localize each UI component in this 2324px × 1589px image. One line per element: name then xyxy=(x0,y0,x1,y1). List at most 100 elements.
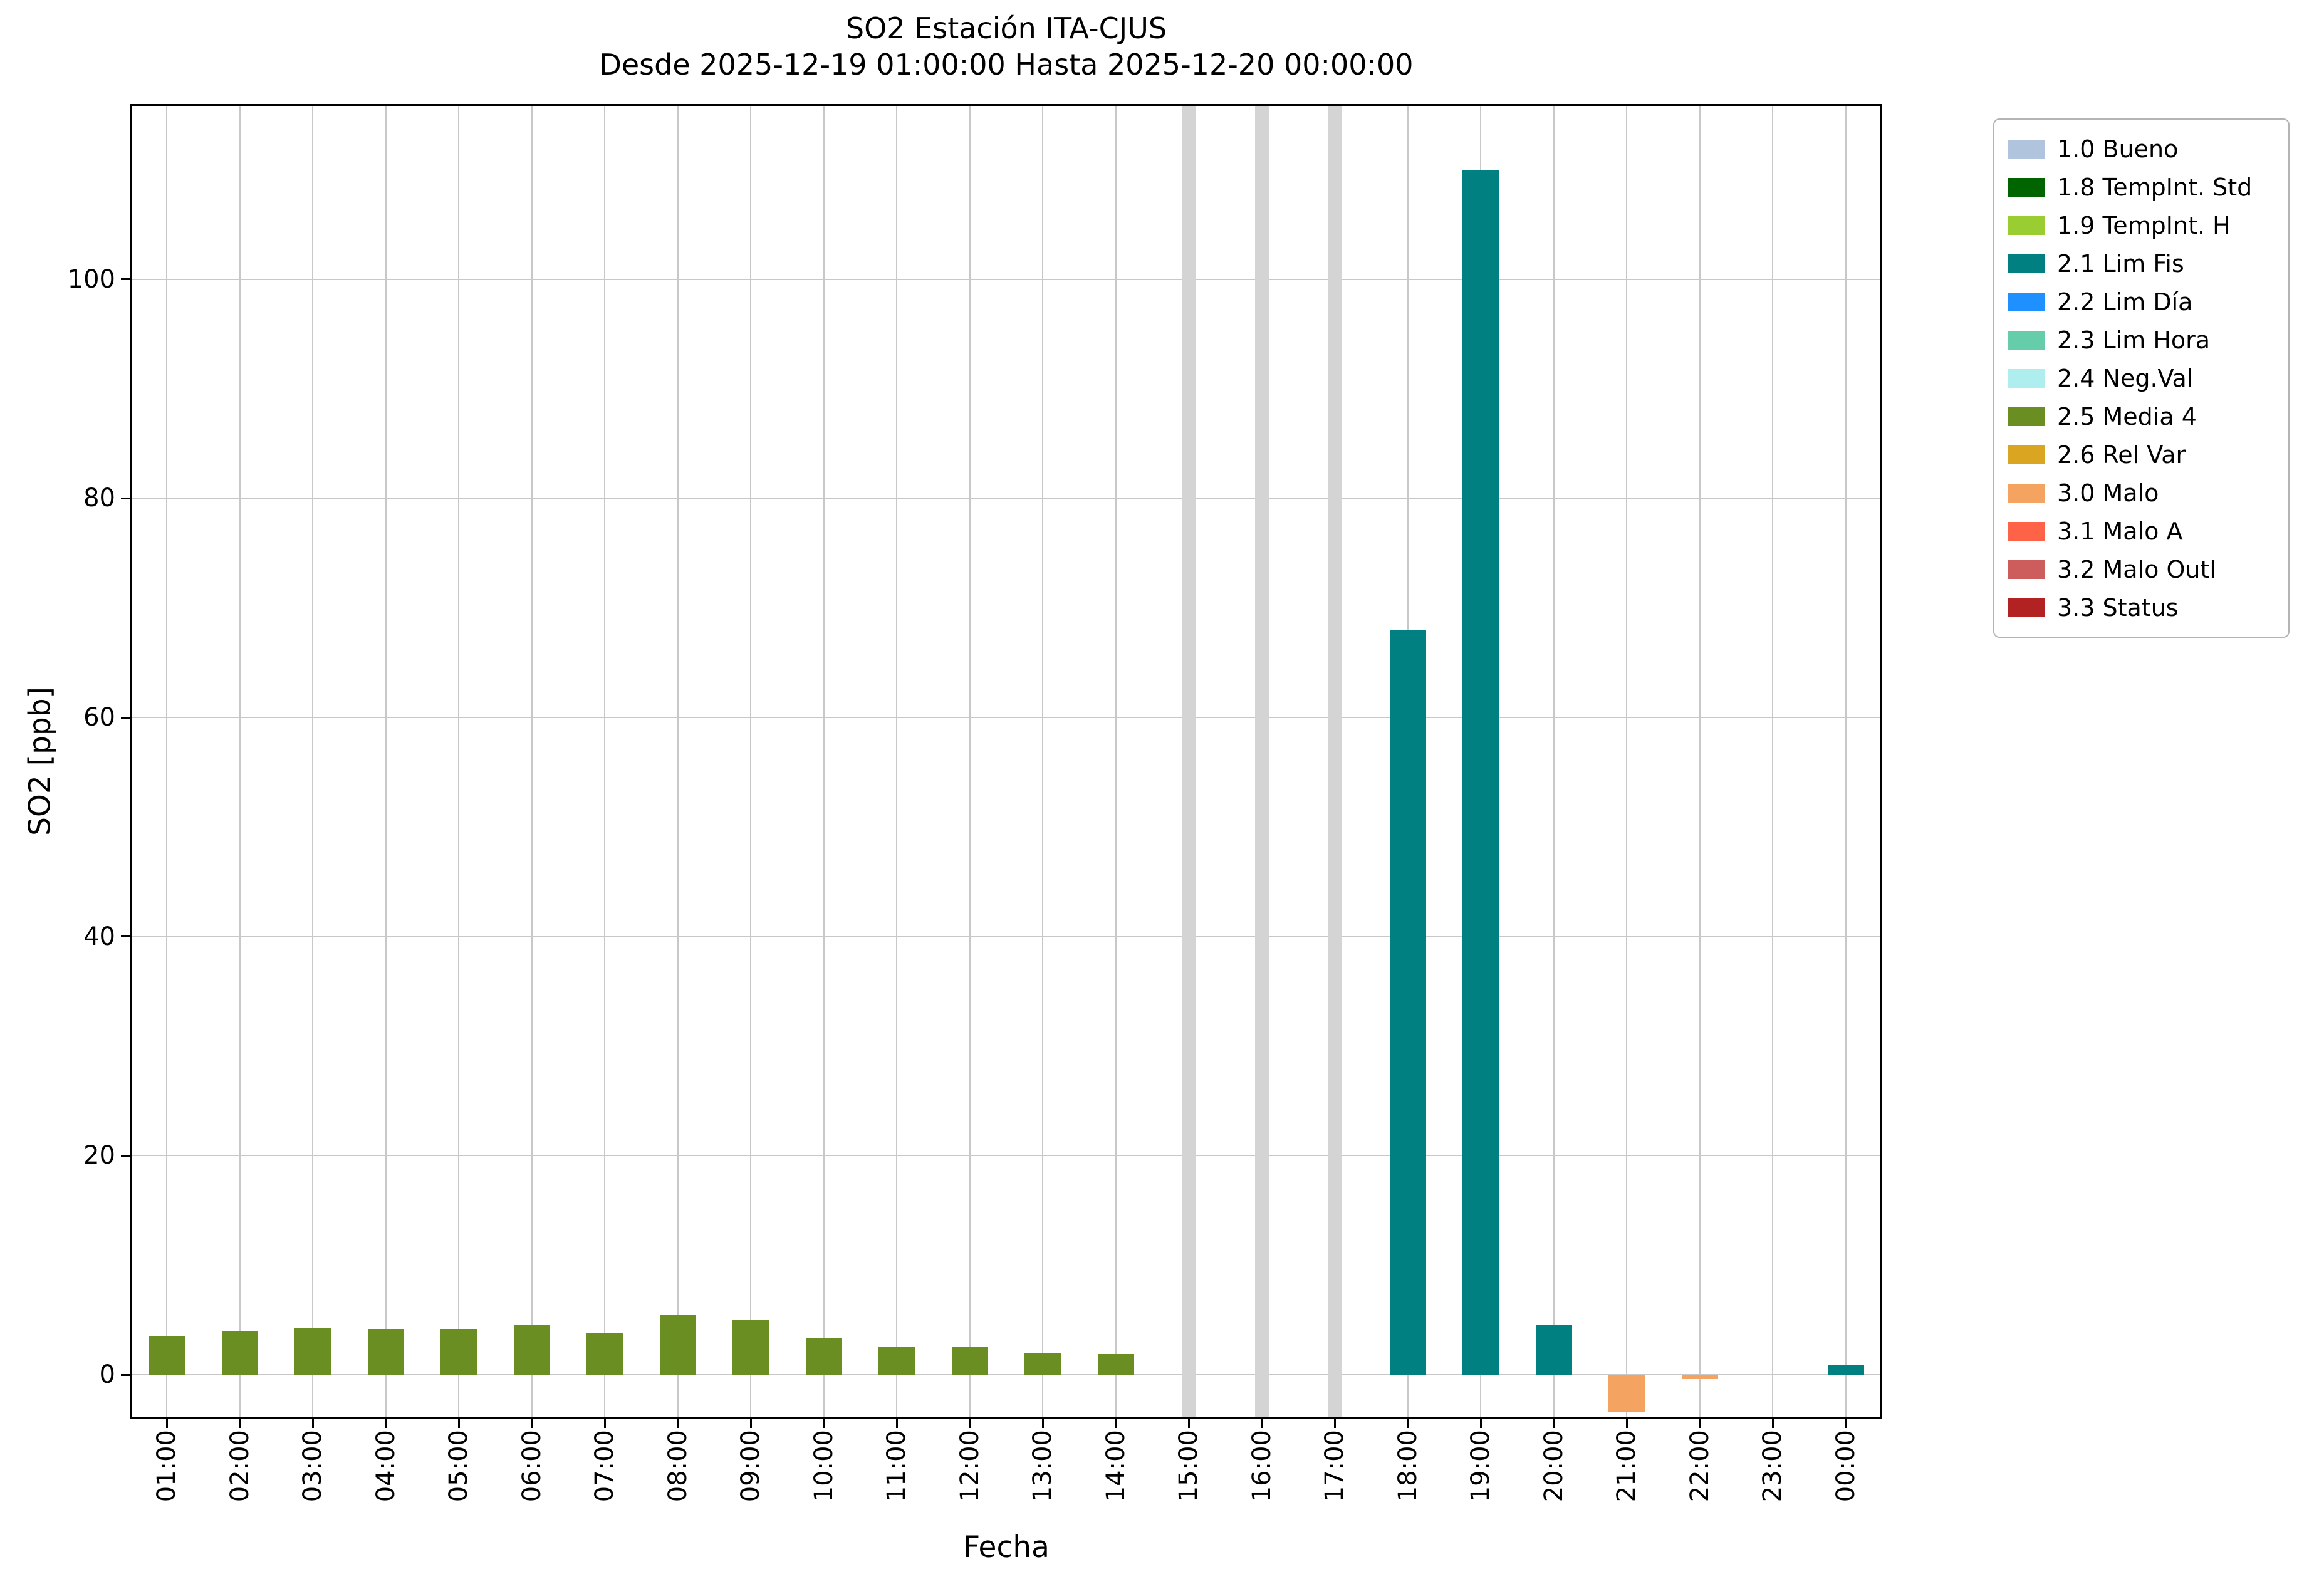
grid-line-vertical xyxy=(458,104,460,1419)
legend-swatch xyxy=(2008,216,2045,235)
bar xyxy=(732,1320,769,1375)
x-tick-mark xyxy=(239,1419,241,1428)
x-tick-label: 00:00 xyxy=(1831,1430,1860,1503)
x-tick-label: 16:00 xyxy=(1247,1430,1276,1503)
bar xyxy=(951,1346,988,1375)
legend-item-label: 2.6 Rel Var xyxy=(2057,440,2186,469)
bar-no-data xyxy=(1254,104,1269,1419)
chart-title-block: SO2 Estación ITA-CJUS Desde 2025-12-19 0… xyxy=(130,10,1882,83)
legend-item: 2.5 Media 4 xyxy=(2008,397,2282,435)
bar xyxy=(586,1333,623,1375)
legend-item: 2.4 Neg.Val xyxy=(2008,359,2282,397)
bar-no-data xyxy=(1182,104,1196,1419)
x-tick-label: 03:00 xyxy=(298,1430,328,1503)
y-tick-mark xyxy=(121,716,130,719)
x-tick-label: 18:00 xyxy=(1393,1430,1422,1503)
legend-swatch xyxy=(2008,483,2045,503)
bar xyxy=(1681,1375,1718,1380)
x-tick-mark xyxy=(385,1419,387,1428)
x-tick-mark xyxy=(1333,1419,1336,1428)
legend-swatch xyxy=(2008,598,2045,617)
x-tick-mark xyxy=(1553,1419,1555,1428)
x-tick-mark xyxy=(1771,1419,1774,1428)
grid-line-vertical xyxy=(166,104,168,1419)
chart-subtitle: Desde 2025-12-19 01:00:00 Hasta 2025-12-… xyxy=(599,48,1414,81)
grid-line-horizontal xyxy=(130,717,1882,719)
x-tick-mark xyxy=(1845,1419,1847,1428)
grid-line-vertical xyxy=(823,104,825,1419)
x-tick-label: 21:00 xyxy=(1612,1430,1642,1503)
grid-line-vertical xyxy=(239,104,241,1419)
legend-swatch xyxy=(2008,292,2045,311)
grid-line-vertical xyxy=(1553,104,1555,1419)
legend-item-label: 2.2 Lim Día xyxy=(2057,288,2193,316)
legend-item-label: 2.1 Lim Fis xyxy=(2057,249,2184,278)
grid-line-vertical xyxy=(1042,104,1044,1419)
legend-item: 2.1 Lim Fis xyxy=(2008,244,2282,283)
x-tick-mark xyxy=(1407,1419,1409,1428)
legend-item: 3.2 Malo Outl xyxy=(2008,550,2282,588)
bar xyxy=(149,1336,185,1375)
x-tick-label: 22:00 xyxy=(1685,1430,1714,1503)
legend-swatch xyxy=(2008,330,2045,350)
grid-line-vertical xyxy=(1699,104,1701,1419)
bar xyxy=(1389,630,1426,1375)
bar xyxy=(440,1328,477,1375)
bar xyxy=(1097,1353,1134,1375)
bar xyxy=(513,1325,550,1375)
x-tick-mark xyxy=(823,1419,825,1428)
x-tick-label: 12:00 xyxy=(955,1430,984,1503)
x-tick-mark xyxy=(1187,1419,1190,1428)
y-tick-label: 20 xyxy=(83,1141,115,1170)
legend-item: 1.0 Bueno xyxy=(2008,130,2282,168)
bar xyxy=(1024,1353,1061,1375)
x-tick-label: 17:00 xyxy=(1320,1430,1350,1503)
bar xyxy=(1462,169,1499,1375)
legend-item-label: 1.8 TempInt. Std xyxy=(2057,173,2253,201)
x-tick-label: 15:00 xyxy=(1174,1430,1204,1503)
x-tick-mark xyxy=(677,1419,679,1428)
grid-line-horizontal xyxy=(130,278,1882,280)
x-tick-label: 13:00 xyxy=(1028,1430,1058,1503)
legend-item-label: 1.9 TempInt. H xyxy=(2057,211,2231,239)
grid-line-horizontal xyxy=(130,1155,1882,1157)
legend-item: 2.6 Rel Var xyxy=(2008,435,2282,474)
legend-item: 3.0 Malo xyxy=(2008,474,2282,512)
y-tick-mark xyxy=(121,497,130,499)
legend-items: 1.0 Bueno 1.8 TempInt. Std 1.9 TempInt. H 2… xyxy=(2008,130,2282,627)
legend-swatch xyxy=(2008,407,2045,426)
plot-border xyxy=(130,104,1882,1419)
legend-item-label: 2.4 Neg.Val xyxy=(2057,364,2194,392)
grid-line-horizontal xyxy=(130,935,1882,937)
x-tick-label: 07:00 xyxy=(590,1430,620,1503)
x-tick-mark xyxy=(1261,1419,1263,1428)
y-tick-mark xyxy=(121,1154,130,1157)
x-tick-mark xyxy=(531,1419,533,1428)
x-tick-label: 06:00 xyxy=(517,1430,546,1503)
legend-item-label: 3.1 Malo A xyxy=(2057,517,2183,545)
bar-no-data xyxy=(1328,104,1342,1419)
legend-item-label: 3.0 Malo xyxy=(2057,479,2159,507)
grid-line-vertical xyxy=(1626,104,1628,1419)
legend-item-label: 3.3 Status xyxy=(2057,593,2179,622)
grid-line-vertical xyxy=(385,104,387,1419)
x-tick-mark xyxy=(1115,1419,1117,1428)
bar xyxy=(659,1314,696,1375)
grid-line-vertical xyxy=(604,104,606,1419)
y-tick-mark xyxy=(121,935,130,938)
bar xyxy=(294,1327,331,1375)
grid-line-vertical xyxy=(531,104,533,1419)
grid-line-vertical xyxy=(1115,104,1117,1419)
x-tick-label: 14:00 xyxy=(1101,1430,1130,1503)
x-tick-mark xyxy=(969,1419,971,1428)
legend-item-label: 1.0 Bueno xyxy=(2057,135,2179,163)
chart-title: SO2 Estación ITA-CJUS xyxy=(845,11,1167,45)
grid-line-vertical xyxy=(1845,104,1847,1419)
y-tick-label: 60 xyxy=(83,703,115,732)
bar xyxy=(367,1328,404,1375)
legend-item-label: 2.3 Lim Hora xyxy=(2057,326,2211,354)
x-tick-mark xyxy=(311,1419,314,1428)
legend-item-label: 2.5 Media 4 xyxy=(2057,402,2197,430)
y-tick-label: 40 xyxy=(83,922,115,951)
